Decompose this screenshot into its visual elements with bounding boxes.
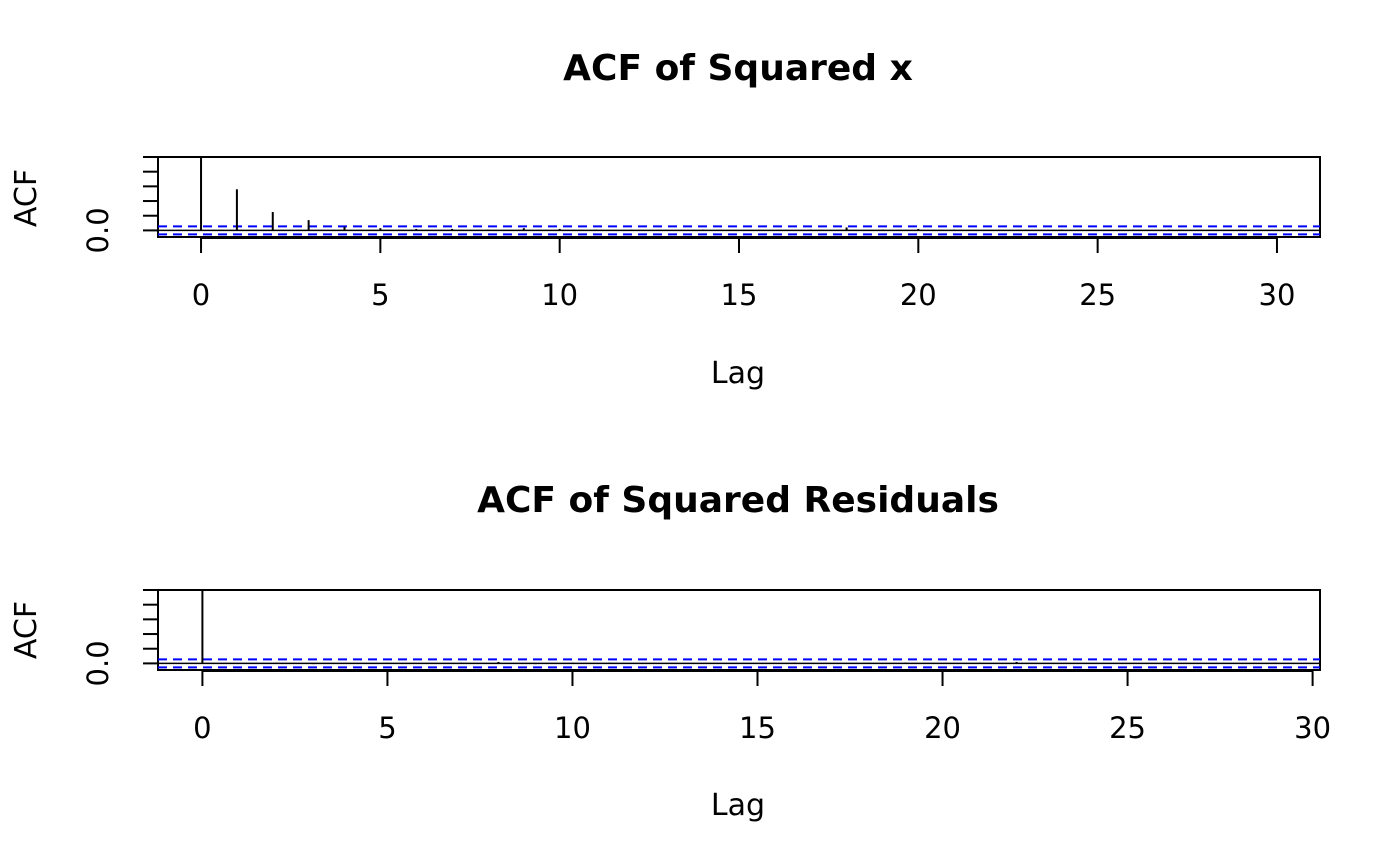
plot-marks: 0 5 10 15 20 25 30 0.0	[81, 589, 1331, 745]
x-tick-label: 5	[371, 278, 389, 312]
x-tick-label: 25	[1079, 278, 1116, 312]
x-tick-label: 15	[739, 711, 776, 745]
plot-marks: 0 5 10 15 20 25 30 0.0	[81, 156, 1320, 312]
x-tick-label: 20	[924, 711, 961, 745]
x-tick-label: 10	[554, 711, 591, 745]
y-tick-label: 0.0	[81, 640, 115, 686]
plot-frame	[157, 156, 1321, 238]
chart-title: ACF of Squared x	[563, 48, 913, 89]
x-tick-label: 20	[900, 278, 937, 312]
x-tick-label: 0	[193, 711, 211, 745]
x-tick-label: 30	[1294, 711, 1331, 745]
x-axis-title: Lag	[711, 356, 765, 391]
y-axis-title: ACF	[9, 169, 44, 227]
x-tick-label: 0	[192, 278, 210, 312]
x-tick-label: 25	[1109, 711, 1146, 745]
y-axis-title: ACF	[9, 601, 44, 659]
acf-squared-residuals-panel: ACF of Squared Residuals Lag ACF 0 5 10 15 2…	[9, 480, 1331, 823]
x-tick-label: 10	[541, 278, 578, 312]
x-tick-label: 5	[378, 711, 396, 745]
y-tick-label: 0.0	[81, 207, 115, 253]
chart-title: ACF of Squared Residuals	[477, 480, 999, 521]
x-tick-label: 15	[721, 278, 758, 312]
x-axis-title: Lag	[711, 788, 765, 823]
x-tick-label: 30	[1259, 278, 1296, 312]
plot-frame	[157, 589, 1321, 671]
acf-squared-x-panel: ACF of Squared x Lag ACF 0 5 10 15 20 25 30 0.0	[9, 48, 1321, 391]
